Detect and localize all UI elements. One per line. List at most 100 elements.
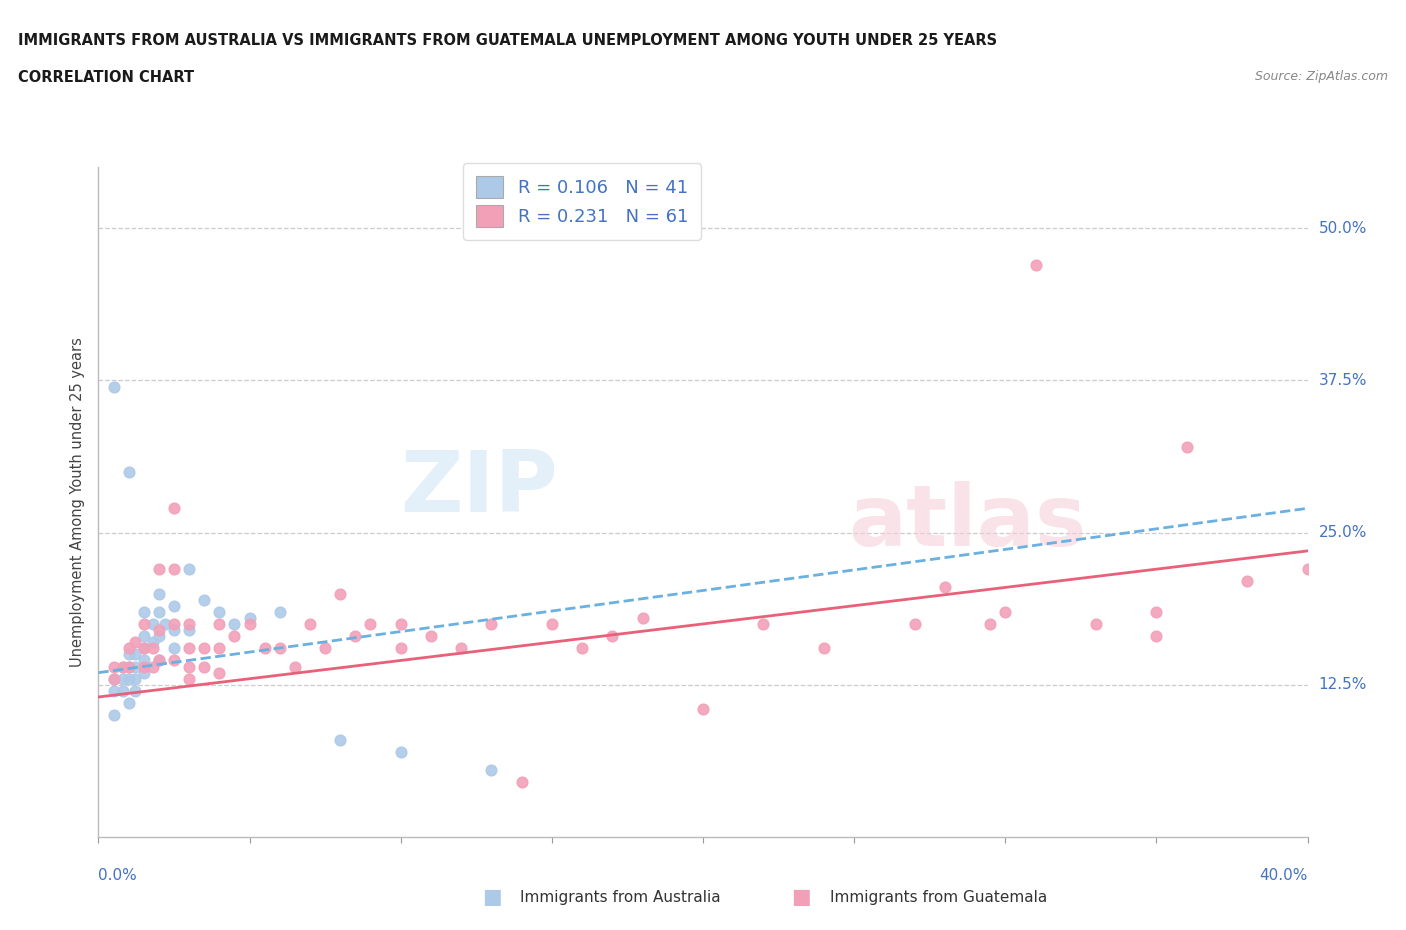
Point <box>344 629 367 644</box>
Point <box>269 604 291 619</box>
Point <box>934 580 956 595</box>
Point <box>752 617 775 631</box>
Point <box>111 684 134 698</box>
Point <box>994 604 1017 619</box>
Point <box>389 641 412 656</box>
Text: 37.5%: 37.5% <box>1319 373 1367 388</box>
Point <box>177 562 201 577</box>
Point <box>208 641 231 656</box>
Text: 25.0%: 25.0% <box>1319 525 1367 540</box>
Text: atlas: atlas <box>848 481 1087 564</box>
Point <box>177 622 201 637</box>
Point <box>111 659 134 674</box>
Point <box>124 647 146 662</box>
Point <box>118 659 141 674</box>
Point <box>224 629 246 644</box>
Point <box>1024 258 1046 272</box>
Point <box>118 464 141 479</box>
Point <box>132 629 155 644</box>
Point <box>163 562 186 577</box>
Point <box>124 671 146 686</box>
Point <box>284 659 307 674</box>
Point <box>481 763 503 777</box>
Point <box>360 617 382 631</box>
Point <box>132 641 155 656</box>
Point <box>329 586 352 601</box>
Point <box>163 598 186 613</box>
Point <box>208 604 231 619</box>
Point <box>132 653 155 668</box>
Point <box>142 641 165 656</box>
Text: ■: ■ <box>482 887 502 908</box>
Point <box>1236 574 1258 589</box>
Point <box>103 671 125 686</box>
Point <box>1085 617 1108 631</box>
Point <box>132 659 155 674</box>
Point <box>118 659 141 674</box>
Text: Immigrants from Australia: Immigrants from Australia <box>520 890 721 905</box>
Point <box>132 617 155 631</box>
Point <box>148 653 170 668</box>
Point <box>389 744 412 759</box>
Point <box>132 641 155 656</box>
Point <box>1175 440 1198 455</box>
Text: Source: ZipAtlas.com: Source: ZipAtlas.com <box>1254 70 1388 83</box>
Point <box>148 653 170 668</box>
Point <box>239 617 262 631</box>
Point <box>979 617 1001 631</box>
Text: Immigrants from Guatemala: Immigrants from Guatemala <box>830 890 1047 905</box>
Point <box>132 665 155 680</box>
Point <box>163 617 186 631</box>
Point <box>103 379 125 394</box>
Point <box>148 586 170 601</box>
Point <box>118 696 141 711</box>
Point <box>208 665 231 680</box>
Point <box>1144 629 1167 644</box>
Point <box>299 617 322 631</box>
Point <box>389 617 412 631</box>
Point <box>148 562 170 577</box>
Point <box>118 641 141 656</box>
Point <box>314 641 336 656</box>
Point <box>481 617 503 631</box>
Point <box>103 708 125 723</box>
Point <box>224 617 246 631</box>
Text: IMMIGRANTS FROM AUSTRALIA VS IMMIGRANTS FROM GUATEMALA UNEMPLOYMENT AMONG YOUTH : IMMIGRANTS FROM AUSTRALIA VS IMMIGRANTS … <box>18 33 997 47</box>
Point <box>571 641 593 656</box>
Point <box>163 622 186 637</box>
Text: CORRELATION CHART: CORRELATION CHART <box>18 70 194 85</box>
Point <box>177 659 201 674</box>
Point <box>163 653 186 668</box>
Point <box>602 629 624 644</box>
Point <box>124 635 146 650</box>
Point <box>163 641 186 656</box>
Point <box>124 684 146 698</box>
Point <box>692 702 714 717</box>
Point <box>111 659 134 674</box>
Text: 40.0%: 40.0% <box>1260 868 1308 883</box>
Point <box>148 622 170 637</box>
Text: ■: ■ <box>792 887 811 908</box>
Point <box>1144 604 1167 619</box>
Point <box>540 617 562 631</box>
Point <box>631 610 654 625</box>
Point <box>163 501 186 516</box>
Point <box>450 641 472 656</box>
Point <box>118 671 141 686</box>
Point <box>419 629 441 644</box>
Point <box>193 592 215 607</box>
Point <box>253 641 276 656</box>
Y-axis label: Unemployment Among Youth under 25 years: Unemployment Among Youth under 25 years <box>70 338 86 667</box>
Point <box>510 775 533 790</box>
Point <box>904 617 927 631</box>
Point <box>148 604 170 619</box>
Point <box>118 647 141 662</box>
Point <box>269 641 291 656</box>
Point <box>103 671 125 686</box>
Text: ZIP: ZIP <box>401 447 558 530</box>
Point <box>239 610 262 625</box>
Point <box>142 659 165 674</box>
Point <box>193 659 215 674</box>
Point <box>132 604 155 619</box>
Point <box>103 684 125 698</box>
